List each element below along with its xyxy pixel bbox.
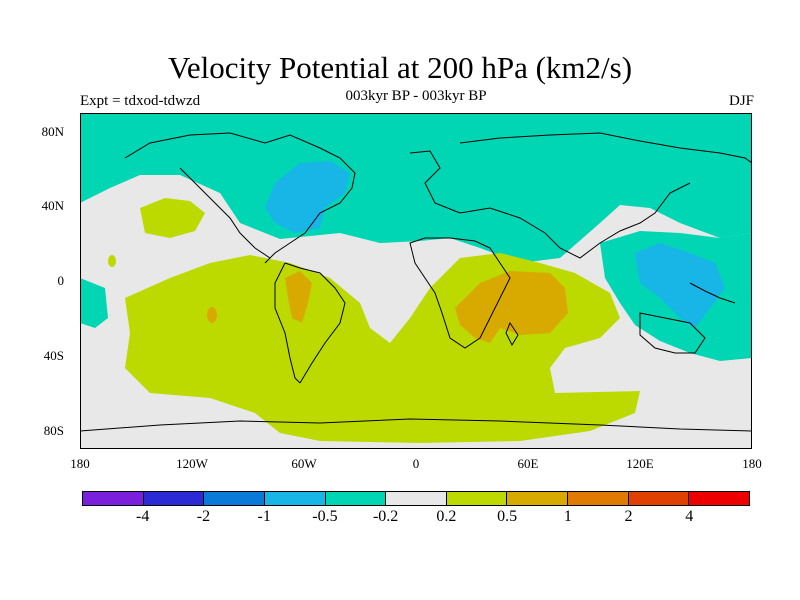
colorbar-label: -2: [196, 508, 211, 525]
positive-field-small: [108, 255, 116, 267]
colorbar-swatch-1: [143, 492, 205, 505]
lat-label-eq: 0: [57, 273, 65, 288]
colorbar-swatch-9: [628, 492, 690, 505]
colorbar-swatch-3: [264, 492, 326, 505]
experiment-label: Expt = tdxod-tdwzd: [80, 93, 201, 109]
colorbar-swatch-4: [325, 492, 387, 505]
positive-field-samerica: [285, 271, 312, 323]
colorbar-label: -0.5: [312, 508, 338, 525]
lon-label-0: 0: [412, 456, 420, 471]
colorbar: [82, 491, 750, 506]
positive-field-pacific-spot: [207, 307, 217, 323]
negative-field-west: [80, 278, 108, 328]
colorbar-swatch-6: [446, 492, 508, 505]
coastlines: [80, 132, 752, 432]
map-svg: [80, 113, 752, 449]
colorbar-label: -1: [257, 508, 271, 525]
colorbar-swatch-2: [204, 492, 265, 505]
colorbar-label: 0.2: [436, 508, 457, 525]
season-label: DJF: [728, 93, 754, 109]
lon-label-180e: 180: [742, 456, 762, 471]
positive-field-npacific: [140, 198, 205, 238]
lon-label-60e: 60E: [517, 456, 539, 471]
negative-field-namerica: [265, 161, 350, 233]
negative-field-warmpool: [635, 243, 725, 328]
colorbar-swatch-7: [507, 492, 569, 505]
period-label: 003kyr BP - 003kyr BP: [345, 88, 487, 104]
colorbar-swatch-5: [386, 492, 447, 505]
lat-label-80n: 80N: [41, 124, 64, 139]
lat-label-80s: 80S: [43, 423, 64, 438]
colorbar-label: -0.2: [372, 508, 399, 525]
lat-label-40n: 40N: [41, 198, 64, 213]
figure-title: Velocity Potential at 200 hPa (km2/s): [167, 50, 633, 85]
colorbar-swatch-0: [83, 492, 144, 505]
colorbar-label: -4: [136, 508, 150, 525]
colorbar-swatch-8: [568, 492, 629, 505]
lon-label-180w: 180: [70, 456, 90, 471]
map-frame: [80, 113, 752, 449]
lon-label-120e: 120E: [626, 456, 654, 471]
colorbar-label: 4: [685, 508, 694, 525]
map-panel: [80, 113, 752, 449]
colorbar-swatch-10: [689, 492, 750, 505]
colorbar-label: 2: [624, 508, 633, 525]
colorbar-label: 1: [563, 508, 572, 525]
colorbar-label: 0.5: [497, 508, 518, 525]
lon-label-120w: 120W: [176, 456, 208, 471]
negative-field-north: [80, 113, 752, 263]
lon-label-60w: 60W: [291, 456, 317, 471]
positive-field-africa: [455, 271, 568, 343]
lat-label-40s: 40S: [43, 348, 64, 363]
